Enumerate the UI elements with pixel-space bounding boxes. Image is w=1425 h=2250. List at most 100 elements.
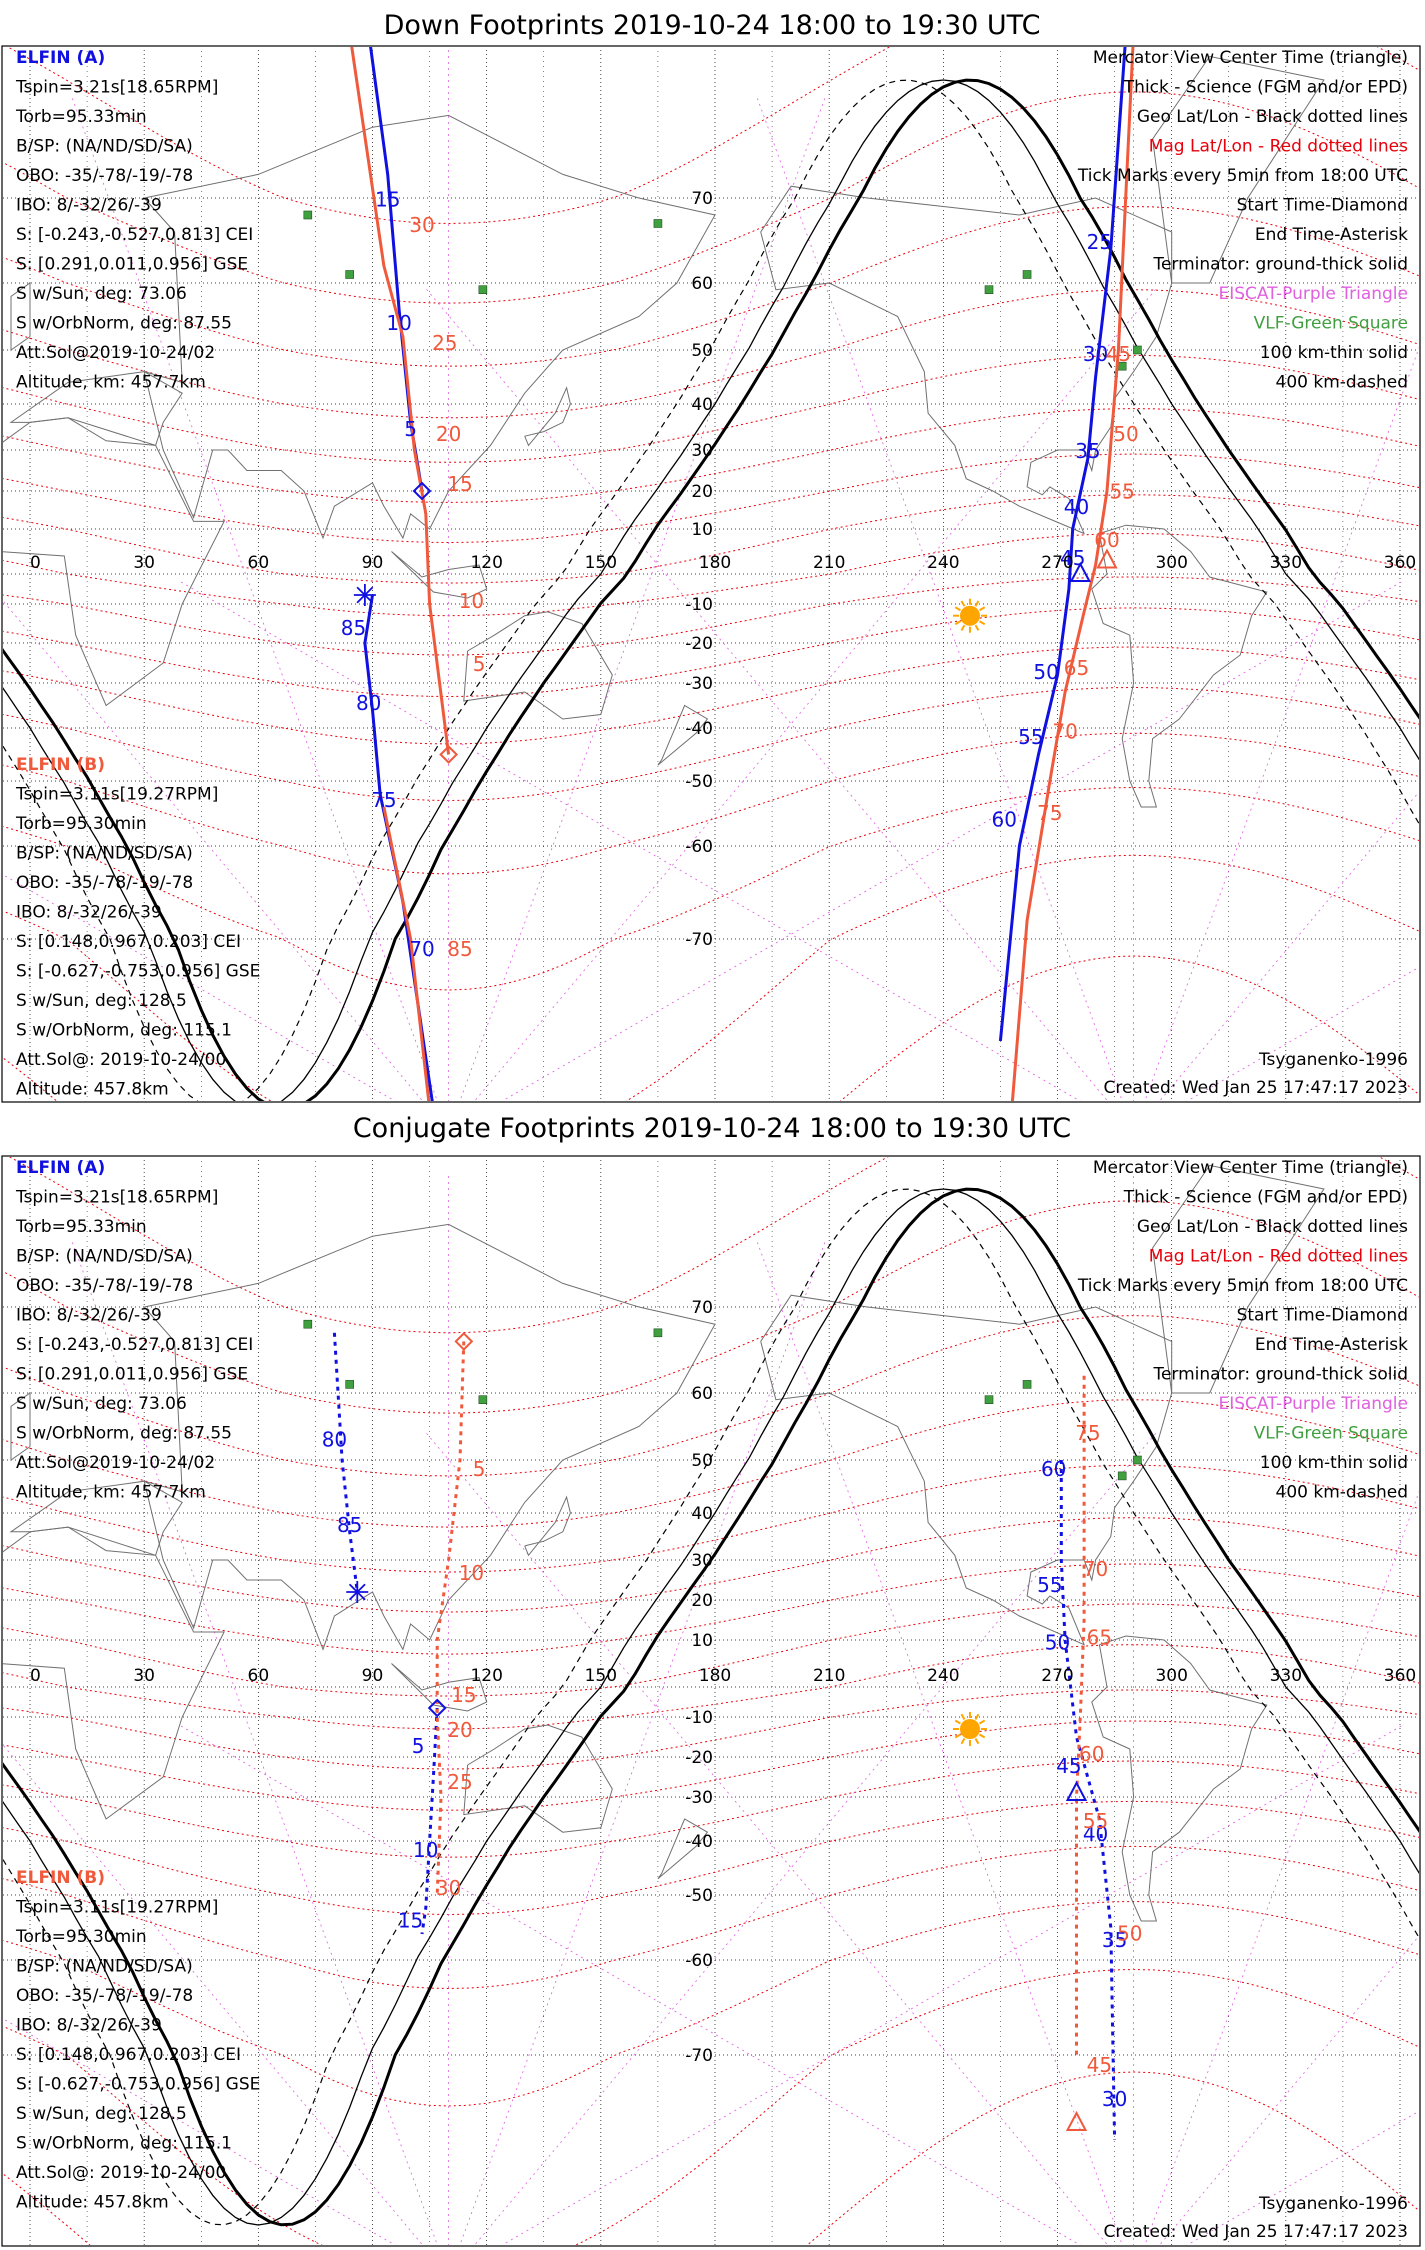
- created-label: Created: Wed Jan 25 17:47:17 2023: [1103, 1078, 1408, 1098]
- sun-ray: [978, 1719, 986, 1725]
- coastline: [1091, 524, 1268, 808]
- lat-label: -20: [685, 1748, 713, 1768]
- tick-label: 30: [1102, 2087, 1127, 2111]
- elfin-b-info-line: Att.Sol@: 2019-10-24/00: [16, 1050, 226, 1070]
- legend-item: End Time-Asterisk: [1255, 225, 1408, 245]
- start-diamond: [427, 1698, 447, 1718]
- mag-latitude-line: [6, 47, 1419, 225]
- mag-latitude-line: [3, 1644, 1419, 1730]
- lat-label: 30: [691, 1551, 713, 1571]
- coastline: [463, 611, 613, 720]
- coastline: [391, 551, 488, 599]
- elfin-b-info-line: S w/Sun, deg: 128.5: [16, 991, 187, 1011]
- elfin-b-info-line: Tspin=3.11s[19.27RPM]: [15, 1898, 218, 1918]
- tick-label: 35: [1102, 1928, 1127, 1952]
- elfin-b-info-line: Tspin=3.11s[19.27RPM]: [15, 785, 218, 805]
- mag-latitude-line: [3, 1720, 1419, 1811]
- mag-latitude-line: [3, 205, 1419, 367]
- vlf-green-square: [984, 1395, 994, 1404]
- tick-label: 50: [1113, 422, 1138, 446]
- lat-label: 50: [691, 1451, 713, 1471]
- panel-frame: [1, 45, 1421, 1103]
- legend-item: 400 km-dashed: [1276, 373, 1408, 393]
- mag-latitude-line: [3, 289, 1419, 419]
- coastline: [463, 1724, 613, 1833]
- tick-label: 10: [459, 589, 484, 613]
- time-ticks: 15 10 5 85 80 75 70 25 30 35 40 45 50 55 60 30 25 20 15 10 5…: [341, 188, 1139, 962]
- lat-label: 70: [691, 189, 713, 209]
- legend-item: EISCAT-Purple Triangle: [1218, 284, 1408, 304]
- mag-grid: [3, 47, 1419, 1101]
- coastline: [9, 1480, 183, 1556]
- legend-item: 100 km-thin solid: [1260, 343, 1408, 363]
- lat-label: 50: [691, 341, 713, 361]
- tick-label: 20: [436, 422, 461, 446]
- tick-label: 5: [412, 1734, 425, 1758]
- lat-label: -40: [685, 719, 713, 739]
- legend: Mercator View Center Time (triangle) Thic…: [1077, 48, 1408, 393]
- tick-label: 45: [1056, 1754, 1081, 1778]
- elfin-a-info-line: B/SP: (NA/ND/SD/SA): [16, 137, 193, 157]
- tick-label: 85: [341, 616, 366, 640]
- elfin-a-info-line: S: [0.291,0.011,0.956] GSE: [16, 255, 248, 275]
- start-diamond: [454, 1331, 474, 1351]
- lat-label: 20: [691, 1591, 713, 1611]
- down-footprints-panel: Down Footprints 2019-10-24 18:00 to 19:3…: [1, 10, 1421, 1103]
- vlf-green-square: [984, 285, 994, 295]
- lon-label: 60: [248, 553, 270, 573]
- coastline: [3, 1526, 225, 1820]
- model-label: Tsyganenko-1996: [1258, 2194, 1408, 2214]
- map-area: [3, 47, 1419, 1101]
- lon-label: 360: [1384, 1666, 1416, 1686]
- elfin-b-track-1: [350, 47, 451, 755]
- panel-frame: [1, 1155, 1421, 2247]
- coastline: [10, 282, 31, 351]
- legend-item: Geo Lat/Lon - Black dotted lines: [1137, 1217, 1408, 1237]
- mag-latitude-line: [3, 786, 1419, 991]
- vlf-green-square: [1133, 345, 1142, 355]
- elfin-b-info-line: OBO: -35/-78/-19/-78: [16, 873, 193, 893]
- panel-title: Conjugate Footprints 2019-10-24 18:00 to…: [353, 1113, 1071, 1144]
- tick-label: 60: [1041, 1457, 1066, 1481]
- mag-latitude-line: [3, 494, 1419, 584]
- terminator-400km: [3, 79, 1419, 1101]
- legend-item: Tick Marks every 5min from 18:00 UTC: [1077, 166, 1408, 186]
- lat-label: 10: [691, 1631, 713, 1651]
- coastline: [10, 1392, 31, 1461]
- lon-label: 120: [470, 1666, 502, 1686]
- legend-item: VLF-Green Square: [1254, 314, 1408, 334]
- mag-latitude-line: [3, 1689, 1419, 1770]
- tick-label: 25: [432, 331, 457, 355]
- sun-ray: [960, 1738, 966, 1745]
- lat-label: -40: [685, 1832, 713, 1852]
- vlf-green-square: [303, 1319, 313, 1329]
- sun-icon: [952, 1712, 987, 1746]
- markers: [346, 1331, 1088, 2131]
- legend-item: Start Time-Diamond: [1237, 1306, 1408, 1326]
- lat-label: -10: [685, 1708, 713, 1728]
- map-area: [3, 1157, 1419, 2245]
- lon-label: 30: [133, 1666, 155, 1686]
- elfin-b-track-3: [1075, 1375, 1086, 2055]
- tick-label: 50: [1033, 660, 1058, 684]
- lat-label: 40: [691, 1504, 713, 1524]
- tick-label: 75: [1037, 801, 1062, 825]
- created-label: Created: Wed Jan 25 17:47:17 2023: [1103, 2222, 1408, 2242]
- lat-label: -70: [685, 2046, 713, 2066]
- lon-label: 0: [30, 1666, 41, 1686]
- tick-label: 80: [356, 691, 381, 715]
- lon-label: 30: [133, 553, 155, 573]
- lat-label: -50: [685, 772, 713, 792]
- lat-label: 20: [691, 482, 713, 502]
- elfin-a-info-line: Altitude, km: 457.7km: [16, 373, 206, 393]
- tick-label: 35: [1075, 439, 1100, 463]
- vlf-green-square: [478, 1395, 488, 1404]
- tick-label: 55: [1037, 1573, 1062, 1597]
- panel-title: Down Footprints 2019-10-24 18:00 to 19:3…: [384, 10, 1041, 41]
- tick-label: 25: [447, 1770, 472, 1794]
- mag-latitude-line: [3, 576, 1419, 656]
- tick-label: 60: [1079, 1742, 1104, 1766]
- tick-label: 10: [459, 1561, 484, 1585]
- lon-label: 210: [813, 553, 845, 573]
- elfin-b-info-line: OBO: -35/-78/-19/-78: [16, 1986, 193, 2006]
